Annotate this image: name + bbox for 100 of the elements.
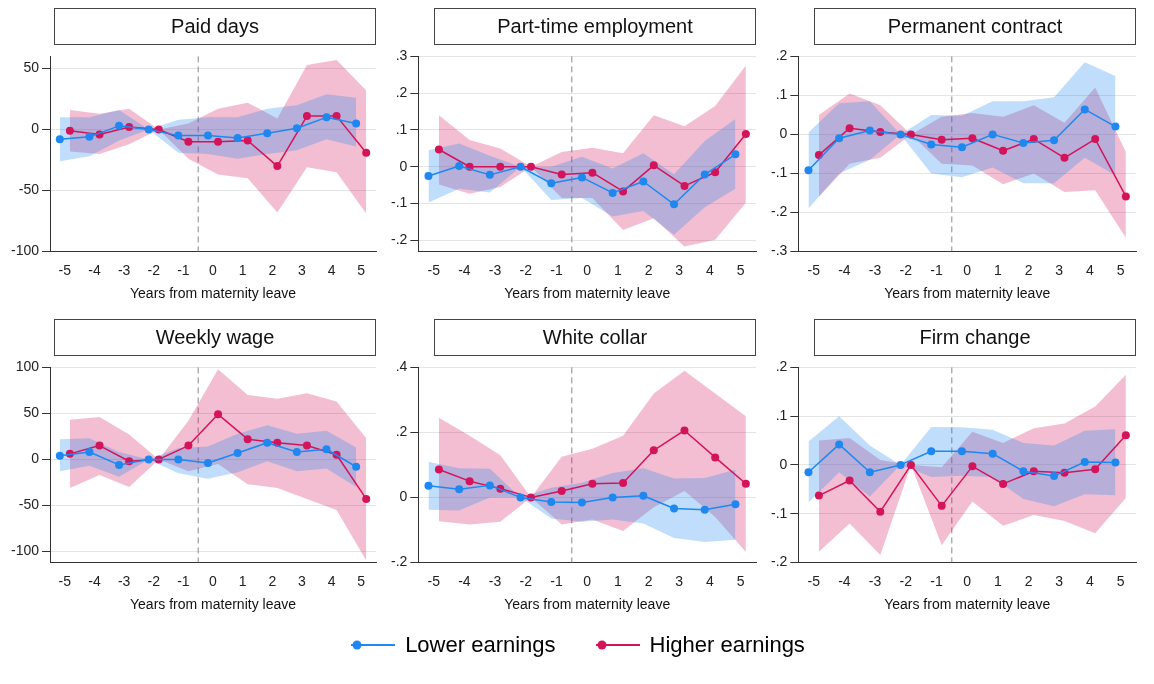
point — [203, 459, 212, 468]
y-tick-label: .2 — [775, 358, 788, 375]
y-tick-label: .2 — [395, 423, 408, 440]
y-tick-label: -50 — [18, 496, 40, 513]
point — [485, 170, 494, 179]
chart-title: Part-time employment — [434, 8, 756, 45]
point — [937, 501, 946, 510]
point — [968, 134, 977, 143]
point — [292, 124, 301, 133]
point — [557, 486, 566, 495]
y-tick-label: .1 — [775, 407, 788, 424]
y-tick-label: .3 — [395, 47, 408, 64]
point — [639, 491, 648, 500]
point — [144, 455, 153, 464]
point — [649, 446, 658, 455]
point — [55, 135, 64, 144]
y-tick-label: .1 — [775, 86, 788, 103]
x-tick-label: -1 — [550, 261, 563, 278]
x-tick-label: 4 — [1086, 572, 1095, 589]
y-tick-label: 100 — [15, 358, 40, 375]
x-axis-title: Years from maternity leave — [130, 596, 297, 613]
point — [547, 179, 556, 188]
x-tick-label: -1 — [177, 261, 190, 278]
y-tick-label: -.1 — [770, 504, 788, 521]
x-tick-label: 0 — [209, 261, 218, 278]
point — [115, 460, 124, 469]
point — [243, 435, 252, 444]
point — [711, 453, 720, 462]
point — [1121, 192, 1130, 201]
point — [1050, 472, 1059, 481]
x-tick-label: 0 — [209, 572, 218, 589]
y-tick-label: 50 — [23, 59, 40, 76]
x-tick-label: 1 — [993, 261, 1002, 278]
point — [55, 451, 64, 460]
x-tick-label: 3 — [298, 261, 307, 278]
point — [1080, 105, 1089, 114]
point — [845, 124, 854, 133]
y-tick-label: 0 — [779, 125, 788, 142]
point — [999, 146, 1008, 155]
point — [670, 504, 679, 513]
point — [496, 162, 505, 171]
x-tick-label: -4 — [88, 572, 101, 589]
point — [85, 132, 94, 141]
point — [804, 166, 813, 175]
x-tick-label: 4 — [706, 572, 715, 589]
x-tick-label: 2 — [268, 261, 277, 278]
point — [906, 130, 915, 139]
point — [865, 126, 874, 135]
point — [174, 131, 183, 140]
x-tick-label: 1 — [238, 572, 247, 589]
y-tick-label: 50 — [23, 404, 40, 421]
point — [835, 134, 844, 143]
x-tick-label: 2 — [644, 572, 653, 589]
point — [927, 140, 936, 149]
y-tick-label: 0 — [31, 120, 40, 137]
x-tick-label: -5 — [58, 572, 72, 589]
y-tick-label: .4 — [395, 358, 408, 375]
x-tick-label: -2 — [899, 572, 913, 589]
point — [302, 441, 311, 450]
point — [352, 462, 361, 471]
point — [184, 441, 193, 450]
point — [927, 447, 936, 456]
x-tick-label: 5 — [736, 261, 745, 278]
point — [1080, 457, 1089, 466]
point — [263, 438, 272, 447]
x-tick-label: -5 — [427, 572, 441, 589]
point — [465, 477, 474, 486]
point — [322, 113, 331, 122]
y-tick-label: .2 — [775, 47, 788, 64]
x-tick-label: -4 — [88, 261, 101, 278]
x-axis-title: Years from maternity leave — [130, 285, 297, 302]
point — [352, 119, 361, 128]
point — [322, 445, 331, 454]
point — [608, 493, 617, 502]
point — [1111, 458, 1120, 467]
point — [85, 448, 94, 457]
x-tick-label: -3 — [488, 261, 502, 278]
y-tick-label: -50 — [18, 181, 40, 198]
x-tick-label: 2 — [1024, 572, 1033, 589]
point — [455, 162, 464, 171]
point — [988, 130, 997, 139]
point — [680, 181, 689, 190]
x-tick-label: -4 — [838, 572, 851, 589]
point — [619, 479, 628, 488]
point — [906, 460, 915, 469]
point — [1111, 122, 1120, 131]
x-tick-label: 2 — [644, 261, 653, 278]
x-tick-label: 4 — [1086, 261, 1095, 278]
x-axis-title: Years from maternity leave — [504, 596, 671, 613]
point — [434, 465, 443, 474]
x-tick-label: -2 — [899, 261, 913, 278]
point — [263, 129, 272, 138]
y-tick-label: -100 — [10, 542, 40, 559]
y-tick-label: -.2 — [770, 203, 788, 220]
x-tick-label: -5 — [807, 261, 821, 278]
point — [174, 455, 183, 464]
x-tick-label: -4 — [458, 572, 471, 589]
y-tick-label: -.2 — [770, 553, 788, 570]
y-tick-label: .2 — [395, 84, 408, 101]
point — [557, 170, 566, 179]
